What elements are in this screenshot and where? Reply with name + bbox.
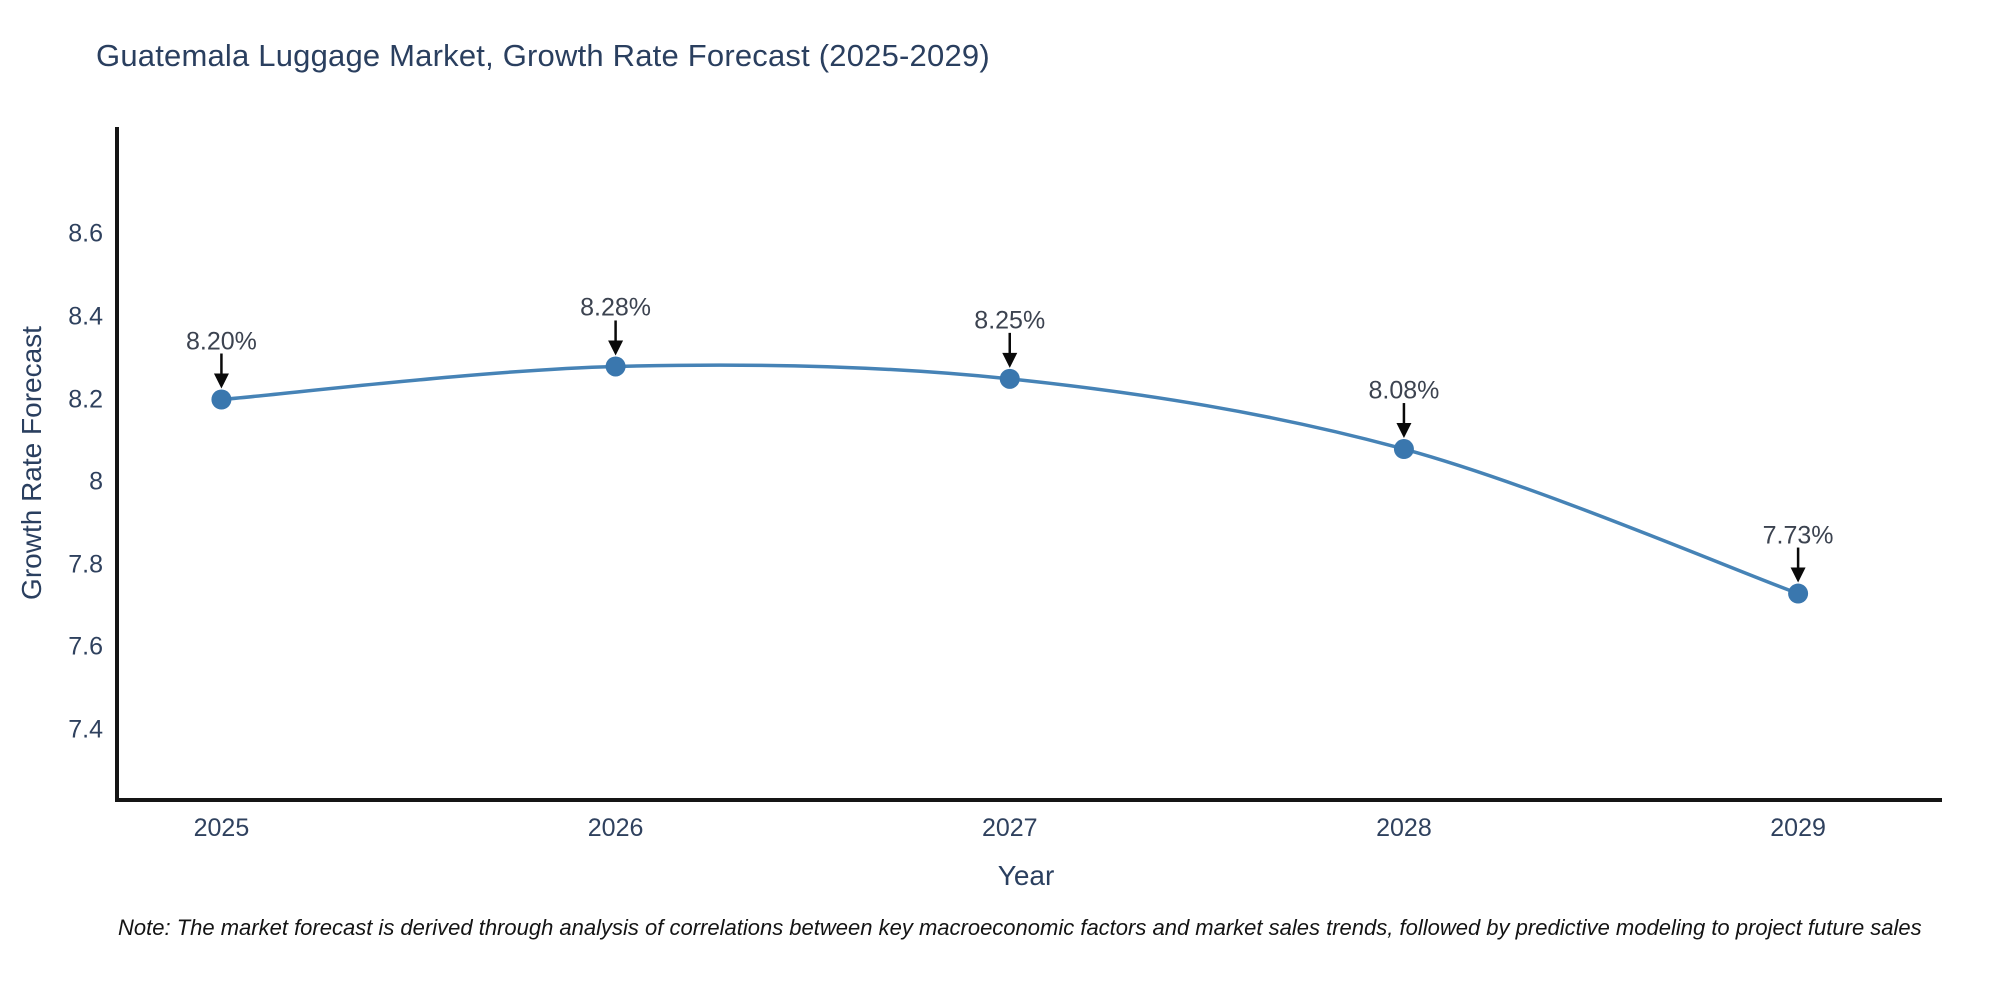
annotation-arrowhead-icon [1790,567,1806,583]
footnote: Note: The market forecast is derived thr… [118,915,1922,940]
chart-title: Guatemala Luggage Market, Growth Rate Fo… [96,38,990,73]
x-tick-label: 2028 [1376,814,1432,842]
data-point-marker[interactable] [1788,583,1809,604]
x-tick-label: 2025 [193,814,250,842]
annotation-arrowhead-icon [213,373,229,389]
data-point-marker[interactable] [1393,439,1414,460]
annotation-arrowhead-icon [1396,423,1412,439]
y-tick-label: 7.4 [68,715,103,744]
trend-line [221,363,1799,596]
y-tick-label: 8.2 [68,385,103,413]
x-tick-label: 2029 [1770,814,1826,842]
point-annotation: 8.28% [580,293,652,322]
y-tick-label: 7.6 [68,632,103,661]
x-tick-label: 2027 [981,814,1038,842]
point-annotation: 7.73% [1762,521,1834,550]
point-annotation: 8.20% [185,327,257,355]
y-tick-label: 8.4 [68,302,103,331]
annotation-arrowhead-icon [1002,352,1018,368]
y-tick-label: 7.8 [68,550,103,579]
x-tick-label: 2026 [587,814,644,842]
point-annotation: 8.08% [1368,376,1440,405]
x-axis-title: Year [997,860,1055,891]
data-point-marker[interactable] [211,389,232,410]
y-tick-label: 8 [89,467,103,496]
data-point-marker[interactable] [605,356,626,377]
data-point-marker[interactable] [999,368,1020,389]
plot-area [115,127,1942,802]
annotation-arrowhead-icon [608,340,624,356]
point-annotation: 8.25% [974,306,1046,335]
y-axis-title: Growth Rate Forecast [16,326,47,600]
y-tick-label: 8.6 [68,219,103,248]
